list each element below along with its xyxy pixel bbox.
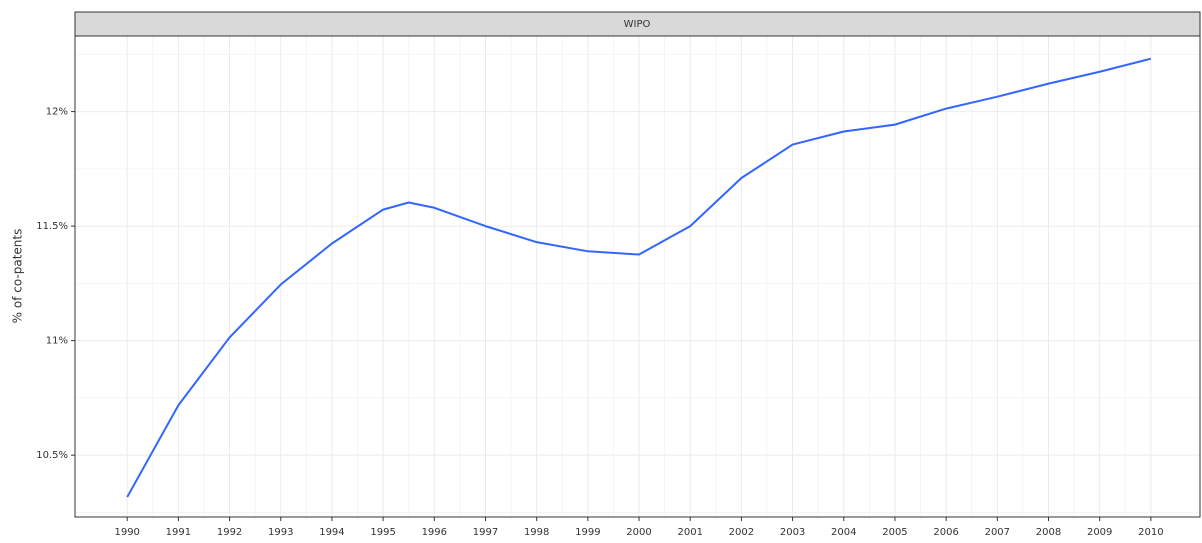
- panel-border: [74, 35, 1201, 518]
- x-tick-label: 2010: [1138, 527, 1163, 538]
- y-axis-label: % of co-patents: [11, 229, 25, 324]
- x-tick-label: 1993: [268, 527, 293, 538]
- x-tick-label: 1999: [575, 527, 600, 538]
- x-tick-label: 1991: [166, 527, 191, 538]
- x-tick-label: 1997: [473, 527, 498, 538]
- x-tick-label: 1990: [114, 527, 139, 538]
- x-tick-label: 2005: [882, 527, 907, 538]
- y-tick-label: 11%: [46, 336, 68, 347]
- y-tick-label: 12%: [46, 107, 68, 118]
- strip-title: WIPO: [624, 19, 651, 30]
- x-tick-label: 1996: [422, 527, 447, 538]
- x-tick-label: 2002: [729, 527, 754, 538]
- y-tick-label: 10.5%: [36, 450, 68, 461]
- x-tick-label: 2007: [985, 527, 1010, 538]
- x-tick-label: 2003: [780, 527, 805, 538]
- line: [126, 57, 1152, 498]
- x-tick-label: 2008: [1036, 527, 1061, 538]
- x-tick-label: 1995: [370, 527, 395, 538]
- y-tick-label: 11.5%: [36, 221, 68, 232]
- panel: [75, 36, 1200, 517]
- x-tick-label: 2001: [677, 527, 702, 538]
- x-tick-label: 1998: [524, 527, 549, 538]
- x-tick-label: 1994: [319, 527, 344, 538]
- x-tick-label: 2009: [1087, 527, 1112, 538]
- x-tick-label: 2000: [626, 527, 651, 538]
- strip: [74, 11, 1201, 37]
- x-tick-label: 2004: [831, 527, 856, 538]
- x-tick-label: 2006: [933, 527, 958, 538]
- x-tick-label: 1992: [217, 527, 242, 538]
